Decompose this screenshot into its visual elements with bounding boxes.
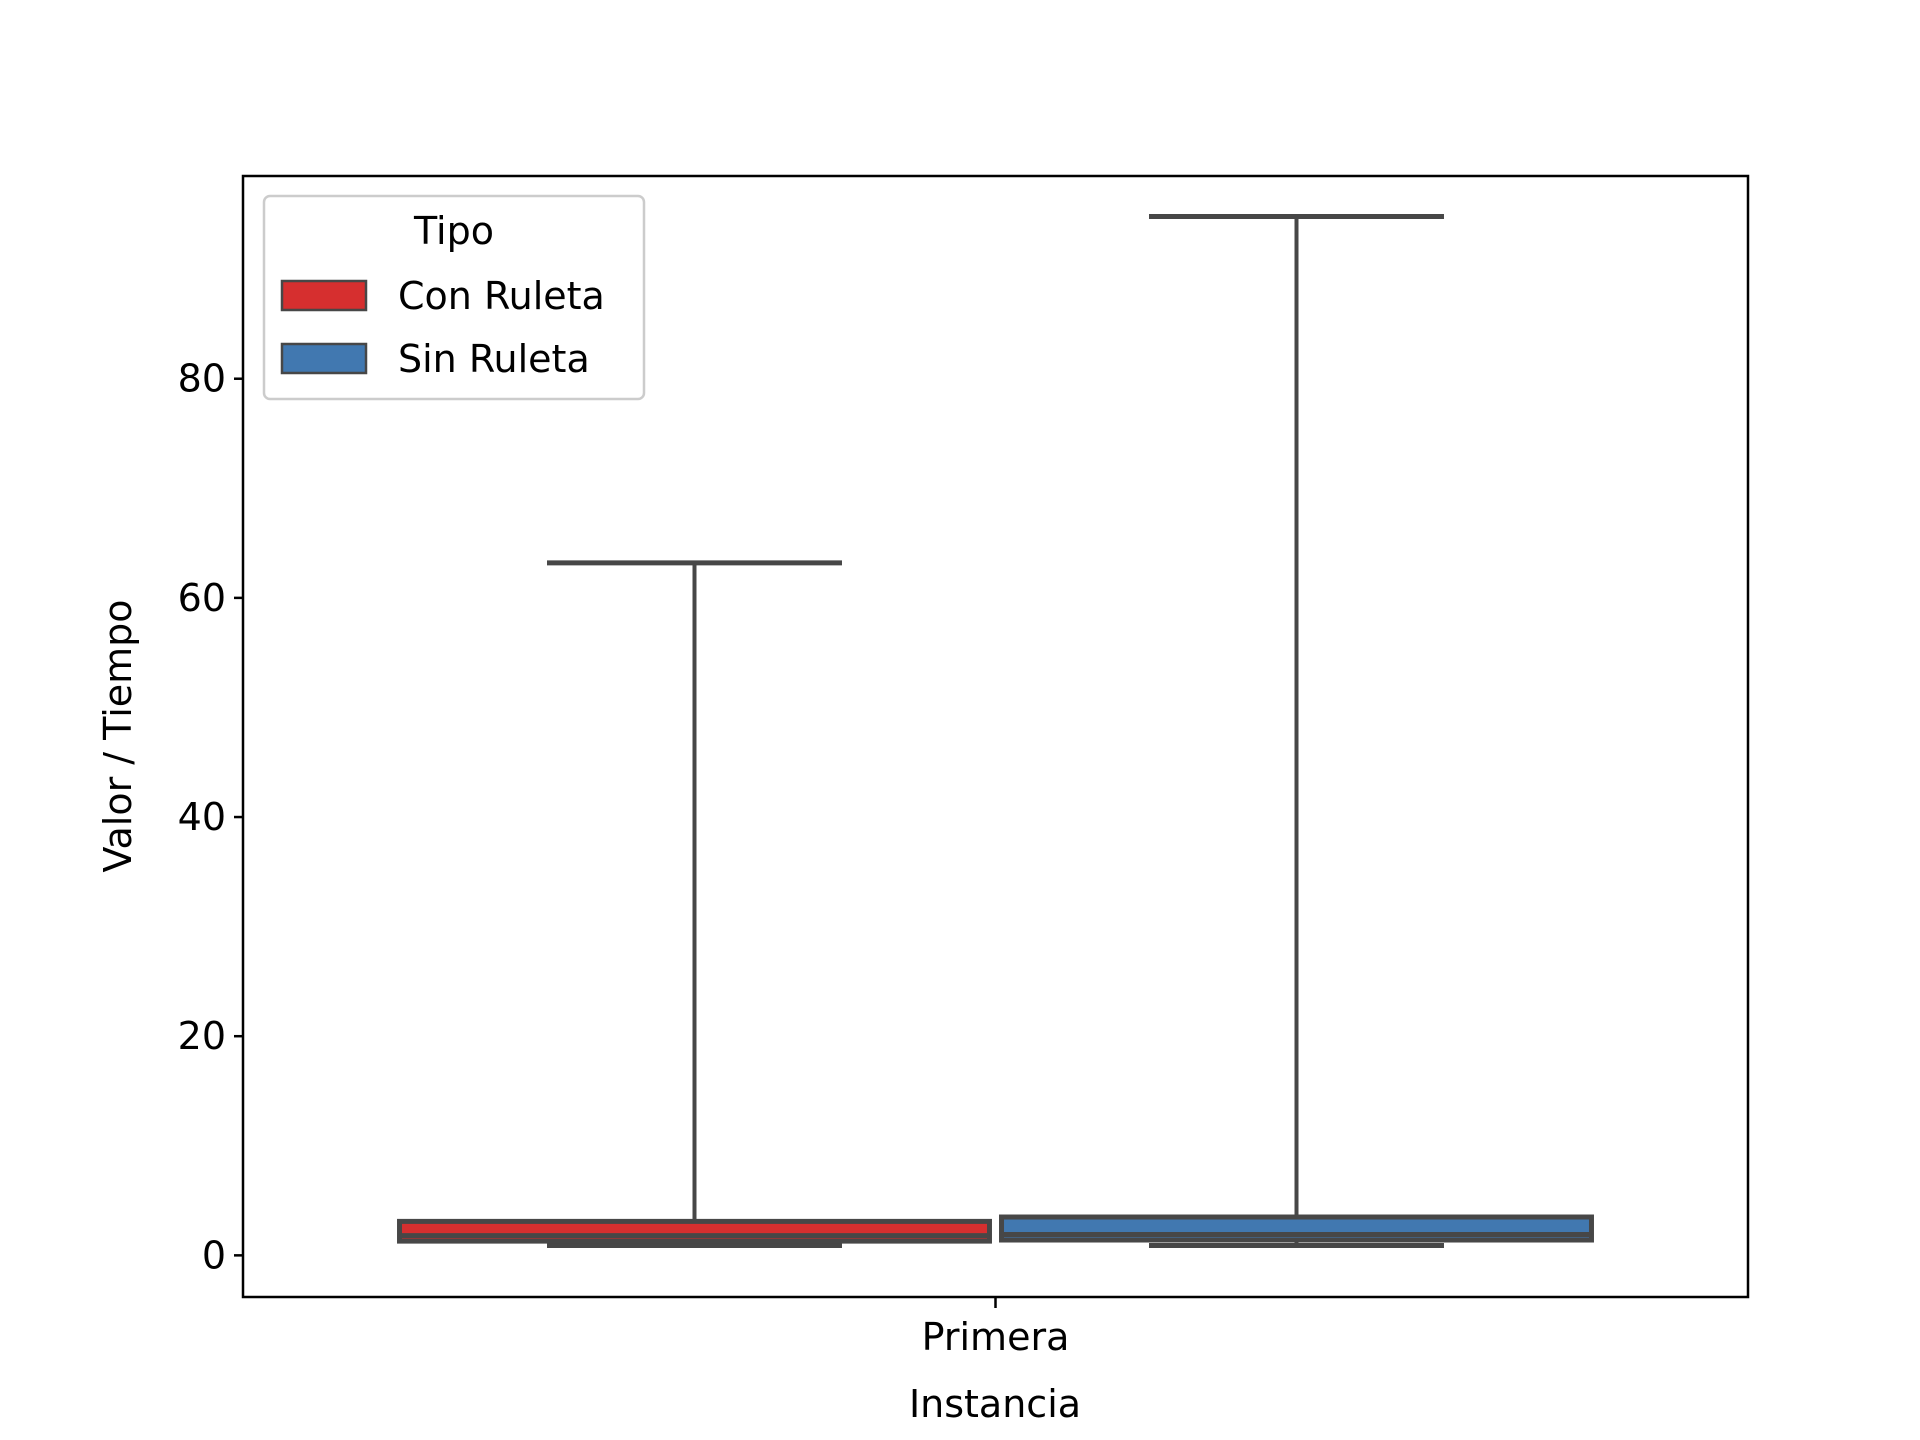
- plot-frame: [241, 174, 1750, 1299]
- x-axis-ticks: Primera: [922, 1297, 1070, 1359]
- box-con-ruleta: [397, 560, 992, 1248]
- x-axis-label: Instancia: [909, 1382, 1081, 1426]
- legend-swatch-sin-ruleta: [280, 342, 368, 375]
- legend-swatch-con-ruleta: [280, 279, 368, 312]
- y-axis-label: Valor / Tiempo: [96, 599, 140, 872]
- y-tick-label: 40: [178, 795, 226, 839]
- y-tick-label: 20: [178, 1014, 226, 1058]
- legend: Tipo Con Ruleta Sin Ruleta: [262, 194, 646, 401]
- legend-title: Tipo: [413, 209, 494, 253]
- legend-label-con-ruleta: Con Ruleta: [398, 274, 605, 318]
- y-tick-label: 0: [202, 1233, 226, 1277]
- box-sin-ruleta: [999, 214, 1594, 1248]
- y-axis-ticks: 0 20 40 60 80: [178, 357, 243, 1277]
- iqr-box-con-ruleta: [397, 1218, 992, 1244]
- plot-marks: [397, 214, 1594, 1248]
- x-tick-label: Primera: [922, 1315, 1070, 1359]
- legend-label-sin-ruleta: Sin Ruleta: [398, 337, 590, 381]
- y-tick-label: 80: [178, 357, 226, 401]
- y-tick-label: 60: [178, 576, 226, 620]
